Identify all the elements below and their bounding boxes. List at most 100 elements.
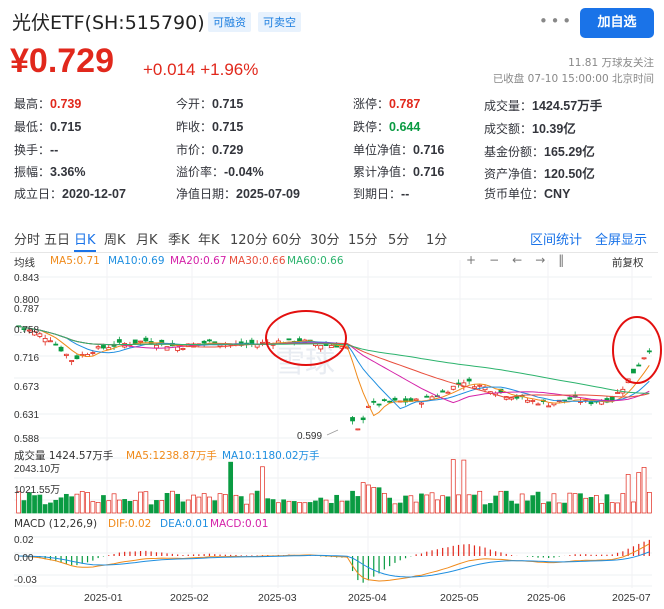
candle-body <box>58 346 64 352</box>
volume-bar <box>583 497 589 514</box>
candle-body <box>567 397 573 400</box>
tab-1[interactable]: 五日 <box>44 233 71 248</box>
volume-bar <box>466 494 472 514</box>
volume-bar <box>450 459 456 514</box>
volume-bar <box>519 493 525 514</box>
volume-bar <box>408 495 414 514</box>
chart-toolbar-icons: +−←→‖ <box>466 253 577 267</box>
volume-bar <box>403 495 408 514</box>
volume-bar <box>265 498 271 514</box>
volume-bar <box>498 490 504 514</box>
volume-bar <box>286 500 292 514</box>
volume-bar <box>175 493 181 514</box>
tab-11[interactable]: 5分 <box>388 233 410 248</box>
pause-icon[interactable]: ‖ <box>558 253 578 267</box>
followers-count: 11.81 万球友关注 <box>568 57 654 69</box>
stat-value: 0.715 <box>212 120 244 134</box>
tab-10[interactable]: 15分 <box>348 233 378 248</box>
volume-bar <box>339 500 345 514</box>
tab-9[interactable]: 30分 <box>310 233 340 248</box>
candle-body <box>37 333 43 337</box>
volume-bar <box>344 500 350 514</box>
volume-bar <box>159 500 165 514</box>
stat-item: 净值日期：2025-07-09 <box>176 185 300 202</box>
volume-bar <box>546 501 552 514</box>
tab-12[interactable]: 1分 <box>426 233 448 248</box>
stat-label: 成交量： <box>484 99 533 113</box>
tab-4[interactable]: 月K <box>136 233 158 248</box>
candle-body <box>286 338 292 341</box>
volume-bar <box>588 497 594 514</box>
volume-bar <box>599 503 605 514</box>
volume-bar <box>185 499 191 514</box>
stat-item: 资产净值：120.50亿 <box>484 163 595 182</box>
legend-item: MA60:0.66 <box>287 255 344 267</box>
tab-2[interactable]: 日K <box>74 229 96 252</box>
arrow-right-icon[interactable]: → <box>535 253 559 267</box>
tab-3[interactable]: 周K <box>104 233 126 248</box>
volume-bar <box>233 494 239 514</box>
volume-bar <box>503 490 509 514</box>
ma-toggle[interactable]: 均线 <box>14 257 35 269</box>
candle-body <box>509 397 514 400</box>
volume-bar <box>641 467 647 514</box>
candle-body <box>355 428 361 431</box>
stat-value: 0.715 <box>50 120 82 134</box>
tab-0[interactable]: 分时 <box>14 233 41 248</box>
volume-bar <box>101 495 106 514</box>
macd-axis-label: -0.03 <box>14 575 37 586</box>
legend-item: DIF:0.02 <box>108 518 152 530</box>
market-status: 已收盘 07-10 15:00:00 北京时间 <box>492 73 654 85</box>
volume-bar <box>509 500 514 514</box>
highlight-circle-july <box>612 316 662 384</box>
stat-label: 振幅： <box>14 165 51 179</box>
share-dots-icon[interactable]: • • • <box>539 12 571 30</box>
candle-body <box>26 329 32 332</box>
stat-item: 到期日：-- <box>353 185 409 202</box>
tab-7[interactable]: 120分 <box>230 233 268 248</box>
stat-label: 今开： <box>176 97 213 111</box>
current-price: ¥0.729 <box>10 42 114 80</box>
add-watchlist-button[interactable]: 加自选 <box>580 8 654 38</box>
candle-body <box>116 339 122 343</box>
tab-5[interactable]: 季K <box>168 233 190 248</box>
legend-item: MA5:0.71 <box>50 255 100 267</box>
dea-line <box>18 551 650 578</box>
candle-body <box>132 339 138 344</box>
volume-bar <box>593 495 599 514</box>
volume-bar <box>95 501 101 514</box>
volume-bar <box>472 494 477 514</box>
stat-value: 2025-07-09 <box>236 187 300 201</box>
arrow-left-icon[interactable]: ← <box>512 253 536 267</box>
stat-item: 今开：0.715 <box>176 95 243 112</box>
volume-bar <box>387 497 393 514</box>
volume-bar <box>419 493 424 514</box>
candle-body <box>546 405 552 408</box>
candle-body <box>101 345 106 349</box>
volume-bar <box>42 504 48 514</box>
fullscreen-button[interactable]: 全屏显示 <box>595 233 648 248</box>
ma-line <box>18 325 650 394</box>
volume-bar <box>217 493 223 514</box>
stat-item: 单位净值：0.716 <box>353 141 444 158</box>
volume-bar <box>138 491 143 514</box>
volume-bar <box>270 499 276 514</box>
stat-value: 120.50亿 <box>544 167 595 181</box>
volume-bar <box>445 496 451 514</box>
minus-icon[interactable]: − <box>489 253 513 267</box>
range-stats-button[interactable]: 区间统计 <box>530 233 583 248</box>
candle-body <box>636 364 642 367</box>
candle-body <box>366 405 371 408</box>
stat-item: 市价：0.729 <box>176 141 243 158</box>
stat-label: 成立日： <box>14 187 63 201</box>
volume-bar <box>132 500 138 514</box>
tab-6[interactable]: 年K <box>198 233 220 248</box>
volume-bar <box>111 493 117 514</box>
adjust-mode-button[interactable]: 前复权 <box>612 257 644 269</box>
volume-bar <box>609 502 615 514</box>
candle-body <box>350 417 355 422</box>
tab-8[interactable]: 60分 <box>272 233 302 248</box>
plus-icon[interactable]: + <box>466 253 490 267</box>
legend-item: MA20:0.67 <box>170 255 227 267</box>
